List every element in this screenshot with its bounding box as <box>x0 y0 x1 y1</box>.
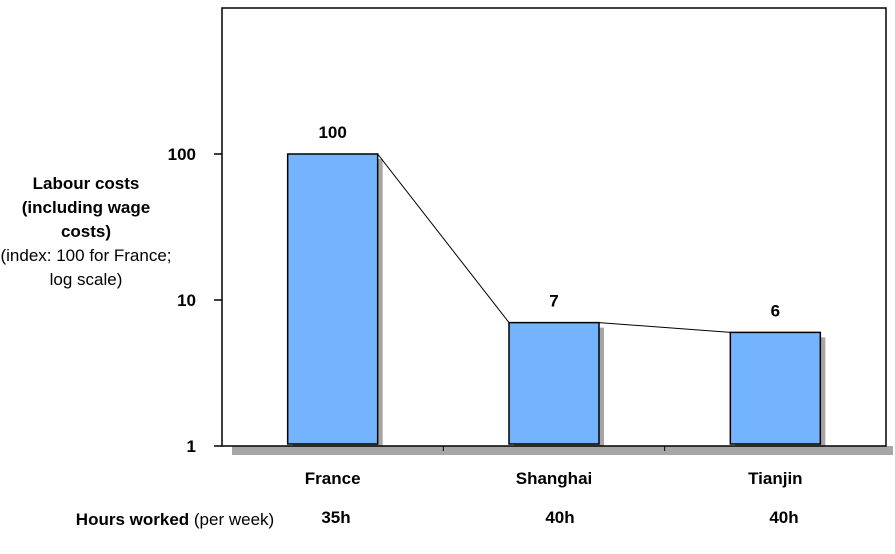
hours-worked-note: (per week) <box>193 510 275 529</box>
y-tick-label: 100 <box>168 145 196 164</box>
bar-shanghai <box>508 321 600 445</box>
bar-tianjin <box>729 331 822 445</box>
hours-worked-label: Hours worked (per week) <box>60 508 290 531</box>
value-label-tianjin: 6 <box>771 301 780 320</box>
hours-value-france: 35h <box>321 508 351 527</box>
y-tick-label: 10 <box>177 291 196 310</box>
category-label-france: France <box>305 469 361 488</box>
y-axis-label: Labour costs (including wage costs) (ind… <box>0 172 172 292</box>
category-label-tianjin: Tianjin <box>748 469 802 488</box>
floor-shadow <box>232 446 893 455</box>
hours-value-shanghai: 40h <box>545 508 575 527</box>
y-tick-label: 1 <box>187 437 196 456</box>
value-label-shanghai: 7 <box>549 292 558 311</box>
category-label-shanghai: Shanghai <box>516 469 593 488</box>
connector-line <box>377 153 510 323</box>
hours-worked-title: Hours worked <box>75 510 190 529</box>
connector-line <box>598 322 731 333</box>
value-label-france: 100 <box>318 123 346 142</box>
y-axis-note: (index: 100 for France; log scale) <box>0 246 172 289</box>
plot-frame <box>221 7 887 447</box>
hours-value-tianjin: 40h <box>769 508 799 527</box>
bar-france <box>286 153 379 445</box>
y-axis-title: Labour costs (including wage costs) <box>21 174 151 241</box>
